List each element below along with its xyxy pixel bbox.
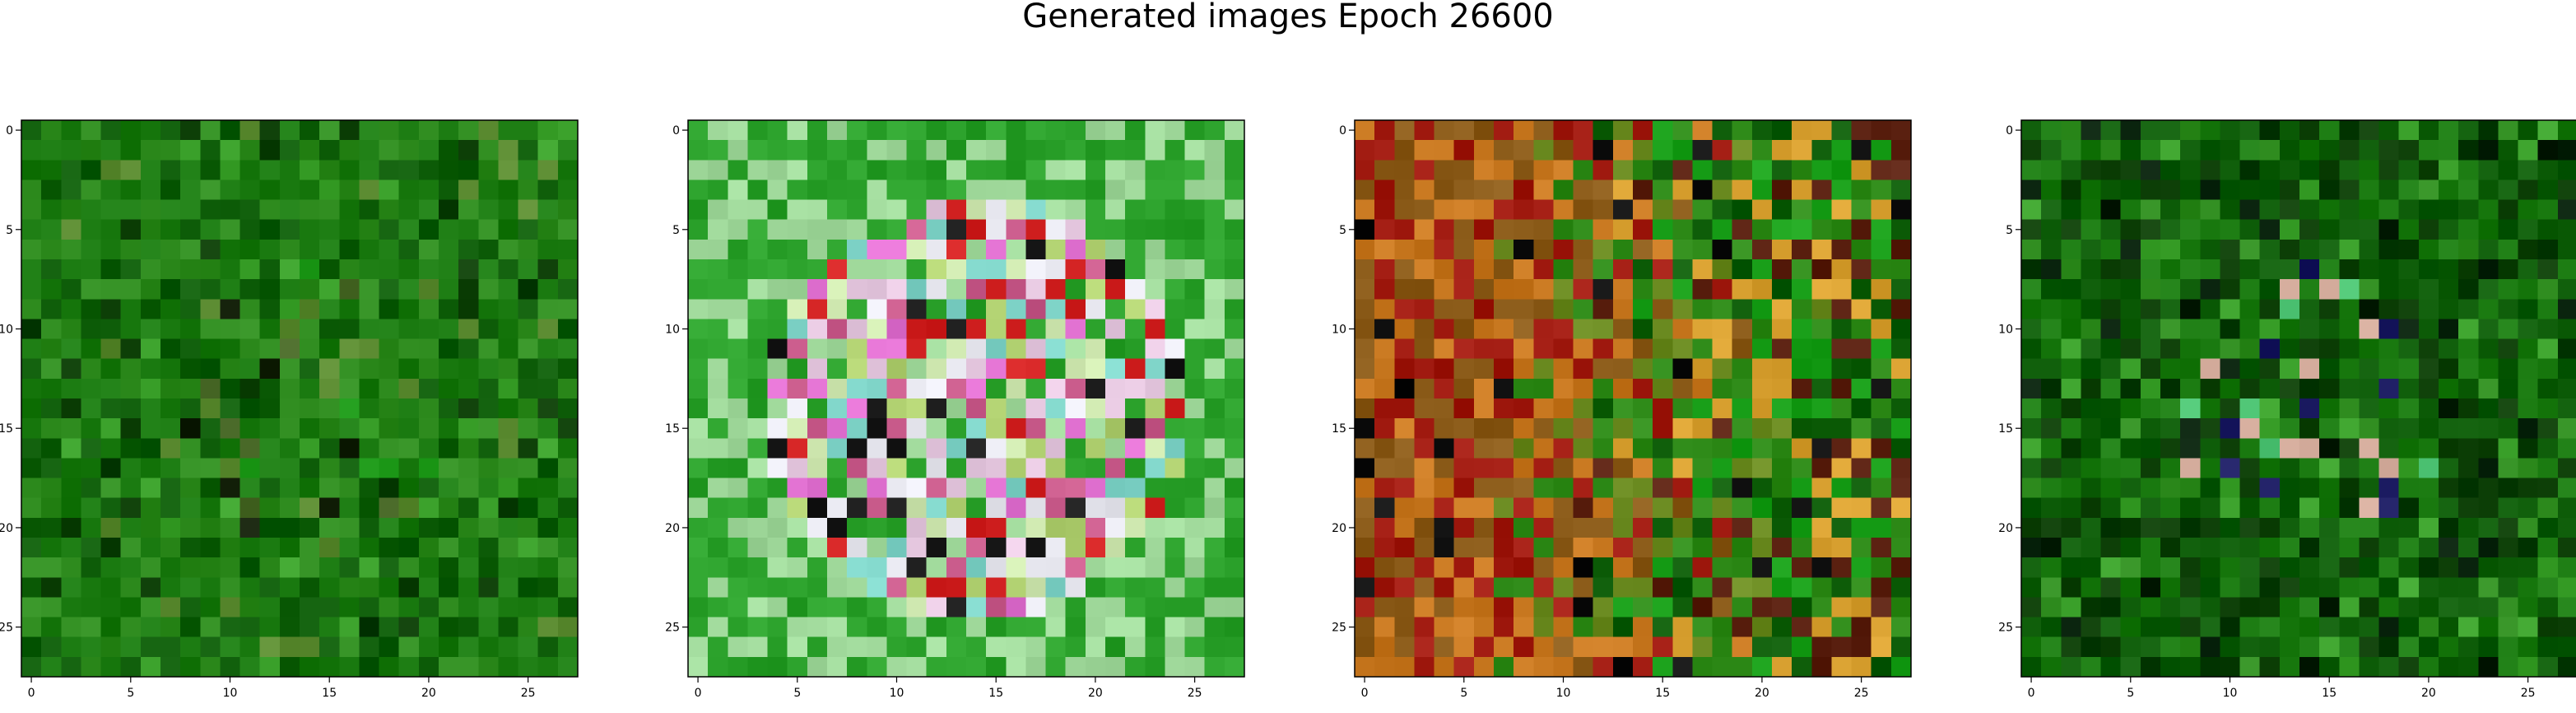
x-tick-label: 0 (1361, 687, 1369, 700)
y-tick-label: 0 (6, 124, 13, 137)
axes-frame (21, 119, 579, 678)
y-tick-label: 15 (1998, 422, 2013, 436)
axes-3: 0 5 10 15 20 25 0 5 10 15 20 25 (1332, 119, 1912, 700)
x-tick-label: 15 (988, 687, 1003, 700)
y-tick-label: 5 (6, 224, 13, 237)
x-tick-label: 15 (322, 687, 337, 700)
x-tick-label: 0 (695, 687, 702, 700)
y-tick-label: 15 (1332, 422, 1346, 436)
axes-4: 0 5 10 15 20 25 0 5 10 15 20 25 (1998, 119, 2576, 700)
generated-image-2 (688, 120, 1244, 677)
x-tick-label: 25 (1854, 687, 1869, 700)
axes-frame (1354, 119, 1912, 678)
generated-image-3 (1355, 120, 1911, 677)
y-tick-label: 25 (665, 622, 680, 635)
image-panel-2: 0 5 10 15 20 25 0 5 10 15 20 25 (665, 119, 1245, 700)
image-panel-3: 0 5 10 15 20 25 0 5 10 15 20 25 (1332, 119, 1912, 700)
x-tick-label: 5 (1460, 687, 1467, 700)
y-tick-label: 10 (1998, 324, 2013, 337)
x-tick-label: 10 (1556, 687, 1571, 700)
y-tick-label: 25 (1332, 622, 1346, 635)
y-tick-label: 15 (0, 422, 13, 436)
y-tick-label: 20 (0, 522, 13, 535)
x-tick-label: 10 (890, 687, 904, 700)
x-tick-label: 15 (2322, 687, 2337, 700)
x-tick-label: 5 (127, 687, 134, 700)
x-tick-label: 20 (1088, 687, 1103, 700)
y-tick-label: 5 (1339, 224, 1346, 237)
y-tick-label: 20 (1332, 522, 1346, 535)
x-tick-label: 0 (2028, 687, 2035, 700)
axes-2: 0 5 10 15 20 25 0 5 10 15 20 25 (665, 119, 1245, 700)
x-tick-label: 25 (2521, 687, 2536, 700)
figure-title: Generated images Epoch 26600 (1022, 0, 1554, 35)
y-tick-label: 5 (672, 224, 680, 237)
x-tick-label: 5 (793, 687, 801, 700)
image-panel-1: 0 5 10 15 20 25 0 5 10 15 20 25 (0, 119, 579, 700)
y-tick-label: 20 (1998, 522, 2013, 535)
y-tick-label: 0 (672, 124, 680, 137)
y-tick-label: 25 (0, 622, 13, 635)
x-tick-label: 5 (2127, 687, 2134, 700)
x-tick-label: 25 (1188, 687, 1202, 700)
y-tick-label: 10 (0, 324, 13, 337)
x-tick-label: 0 (28, 687, 35, 700)
y-tick-label: 5 (2006, 224, 2013, 237)
axes-frame (687, 119, 1245, 678)
y-tick-label: 0 (1339, 124, 1346, 137)
y-tick-label: 15 (665, 422, 680, 436)
y-tick-label: 0 (2006, 124, 2013, 137)
x-tick-label: 25 (521, 687, 536, 700)
x-tick-label: 15 (1655, 687, 1670, 700)
generated-image-1 (21, 120, 578, 677)
y-tick-label: 10 (1332, 324, 1346, 337)
axes-1: 0 5 10 15 20 25 0 5 10 15 20 25 (0, 119, 579, 700)
x-tick-label: 20 (421, 687, 436, 700)
image-panel-4: 0 5 10 15 20 25 0 5 10 15 20 25 (1998, 119, 2576, 700)
axes-frame (2020, 119, 2576, 678)
x-tick-label: 10 (2223, 687, 2238, 700)
y-tick-label: 10 (665, 324, 680, 337)
generated-image-4 (2021, 120, 2576, 677)
y-tick-label: 20 (665, 522, 680, 535)
x-tick-label: 20 (1755, 687, 1769, 700)
y-tick-label: 25 (1998, 622, 2013, 635)
x-tick-label: 10 (223, 687, 238, 700)
x-tick-label: 20 (2421, 687, 2436, 700)
